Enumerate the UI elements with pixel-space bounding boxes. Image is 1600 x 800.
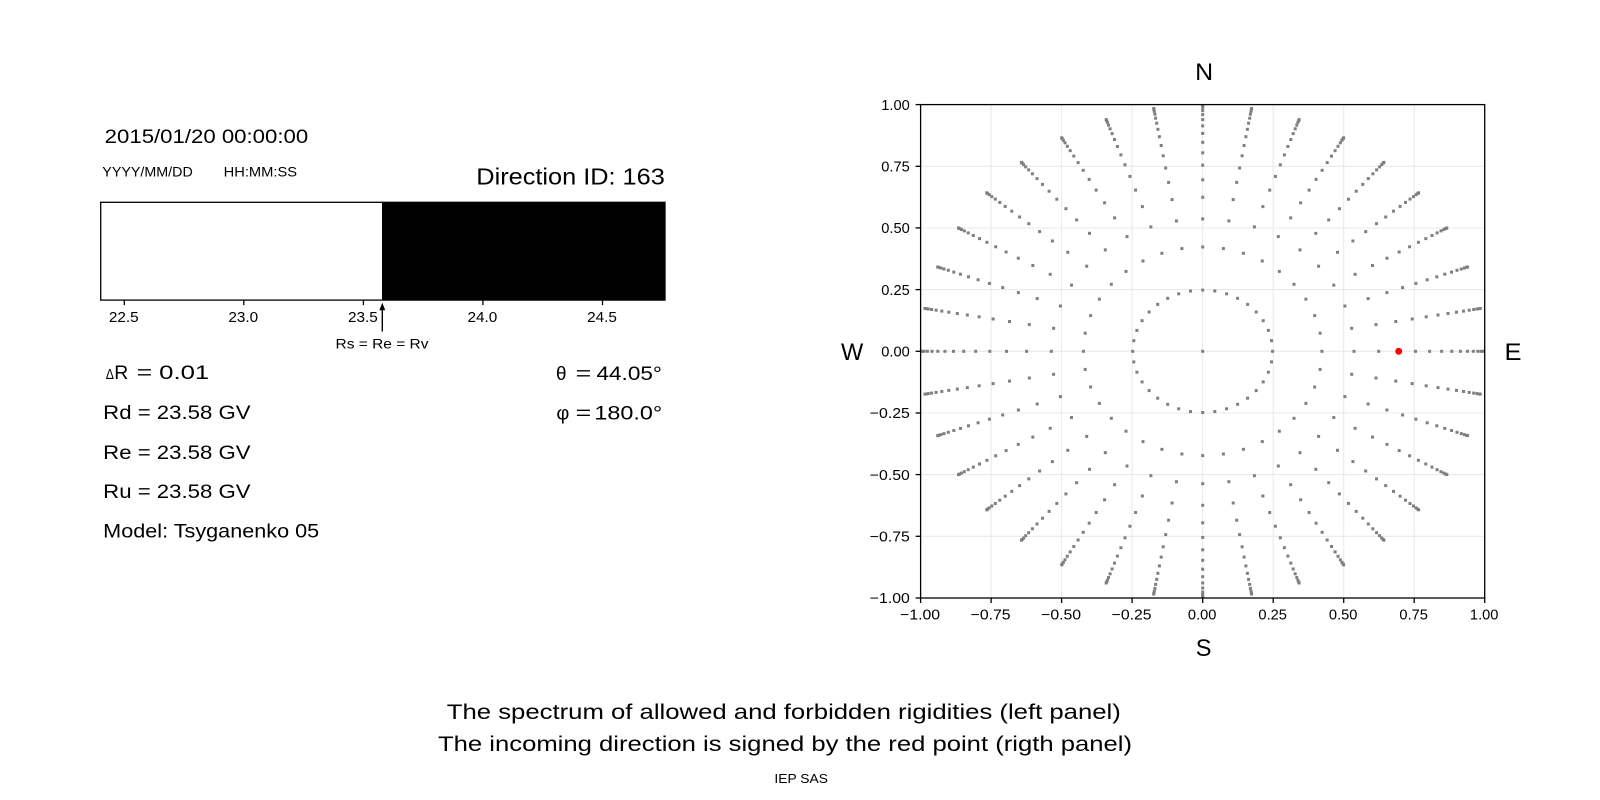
svg-text:N: N (1195, 60, 1213, 86)
svg-text:0.25: 0.25 (881, 283, 910, 299)
svg-text:0.75: 0.75 (1399, 607, 1428, 623)
svg-text:Rs = Re = Rv: Rs = Re = Rv (336, 336, 429, 352)
svg-text:−0.50: −0.50 (1041, 607, 1081, 623)
svg-text:=: = (137, 362, 153, 384)
svg-text:θ: θ (556, 363, 567, 385)
svg-text:0.01: 0.01 (159, 362, 209, 384)
svg-text:23.0: 23.0 (228, 310, 258, 326)
svg-text:Ru = 23.58 GV: Ru = 23.58 GV (103, 481, 250, 503)
svg-text:Re = 23.58 GV: Re = 23.58 GV (103, 442, 250, 464)
svg-text:1.00: 1.00 (881, 98, 910, 114)
svg-text:0.25: 0.25 (1258, 607, 1287, 623)
svg-text:Direction ID: 163: Direction ID: 163 (476, 163, 665, 189)
svg-text:22.5: 22.5 (109, 310, 139, 326)
svg-text:W: W (841, 340, 864, 366)
svg-text:24.5: 24.5 (587, 310, 617, 326)
svg-text:0.75: 0.75 (881, 160, 910, 176)
svg-text:−1.00: −1.00 (870, 591, 910, 607)
svg-text:IEP SAS: IEP SAS (774, 772, 828, 786)
svg-text:180.0°: 180.0° (594, 403, 662, 425)
svg-text:0.50: 0.50 (881, 221, 910, 237)
svg-text:R: R (114, 362, 128, 384)
svg-text:E: E (1505, 340, 1522, 366)
svg-text:24.0: 24.0 (468, 310, 498, 326)
svg-text:=: = (576, 363, 592, 385)
svg-text:−0.25: −0.25 (870, 406, 910, 422)
svg-text:−0.75: −0.75 (971, 607, 1011, 623)
svg-text:Δ: Δ (106, 367, 114, 383)
svg-text:0.00: 0.00 (1188, 607, 1217, 623)
svg-text:YYYY/MM/DD: YYYY/MM/DD (102, 163, 192, 179)
svg-text:S: S (1196, 636, 1212, 662)
svg-text:φ: φ (556, 403, 569, 425)
svg-text:−1.00: −1.00 (900, 607, 940, 623)
svg-text:0.50: 0.50 (1329, 607, 1358, 623)
svg-text:23.5: 23.5 (348, 310, 378, 326)
svg-text:Model: Tsyganenko 05: Model: Tsyganenko 05 (103, 520, 319, 542)
svg-text:−0.25: −0.25 (1112, 607, 1152, 623)
svg-text:0.00: 0.00 (881, 345, 910, 361)
svg-text:−0.75: −0.75 (870, 530, 910, 546)
svg-text:The incoming direction is sign: The incoming direction is signed by the … (438, 733, 1132, 756)
svg-text:−0.50: −0.50 (870, 468, 910, 484)
svg-text:2015/01/20 00:00:00: 2015/01/20 00:00:00 (105, 126, 309, 148)
svg-text:=: = (576, 403, 592, 425)
svg-text:The spectrum of allowed and fo: The spectrum of allowed and forbidden ri… (447, 701, 1121, 724)
svg-text:1.00: 1.00 (1470, 607, 1499, 623)
svg-text:HH:MM:SS: HH:MM:SS (224, 163, 298, 179)
svg-text:44.05°: 44.05° (597, 363, 662, 385)
svg-text:Rd = 23.58 GV: Rd = 23.58 GV (103, 402, 250, 424)
